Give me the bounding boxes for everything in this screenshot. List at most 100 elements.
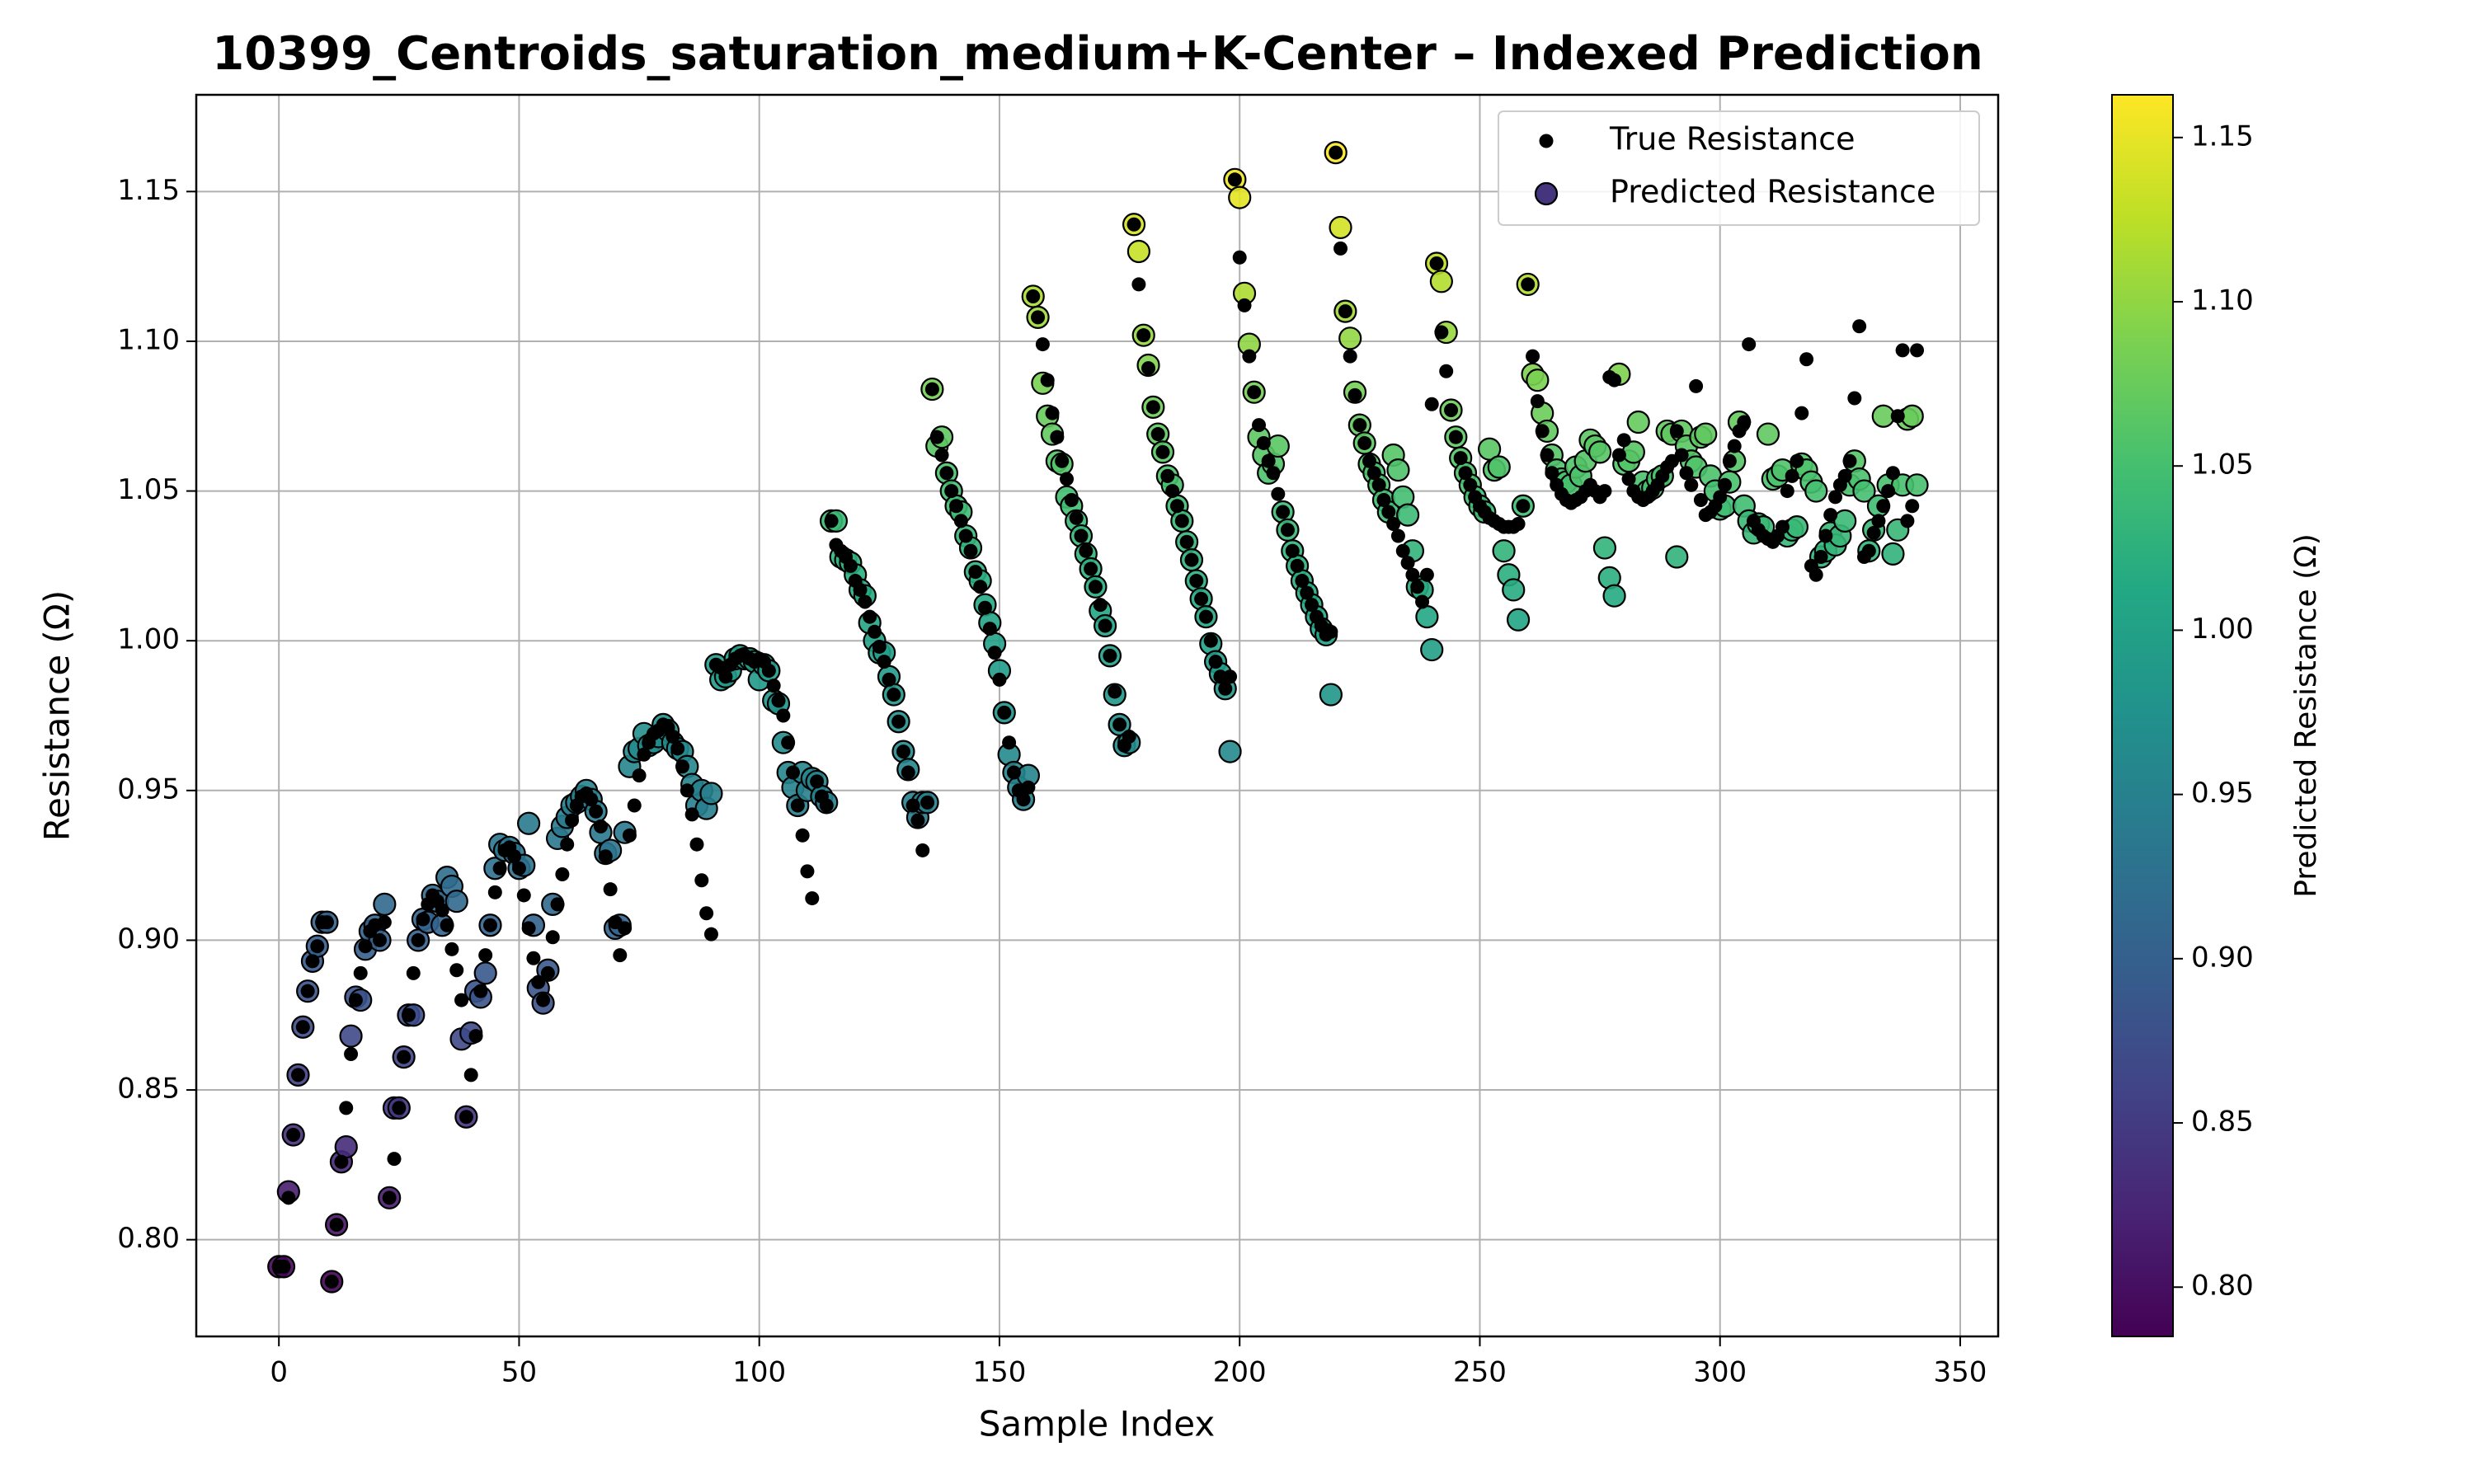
true-point	[468, 1029, 483, 1044]
true-point	[1126, 217, 1141, 232]
true-point	[924, 382, 939, 397]
true-point	[1103, 648, 1117, 663]
true-point	[348, 993, 363, 1007]
true-point	[1526, 349, 1540, 364]
true-point	[1295, 574, 1310, 589]
predicted-point	[1492, 539, 1516, 563]
true-point	[473, 984, 488, 998]
true-point	[1742, 337, 1757, 352]
true-point	[329, 1218, 344, 1233]
true-point	[1169, 499, 1184, 514]
predicted-point	[1602, 584, 1626, 608]
true-point	[1679, 466, 1694, 481]
true-point	[1194, 591, 1209, 606]
true-point	[1006, 765, 1021, 780]
true-point	[675, 759, 690, 774]
colorbar	[2111, 94, 2174, 1337]
predicted-point	[1395, 503, 1420, 527]
true-point	[1108, 684, 1122, 699]
true-point	[1002, 735, 1017, 750]
true-point	[939, 466, 954, 481]
true-point	[1808, 567, 1823, 582]
true-point	[1376, 492, 1391, 507]
true-point	[1511, 517, 1526, 532]
x-tick-label: 350	[1934, 1356, 1987, 1389]
true-point	[593, 819, 608, 834]
true-point	[1040, 373, 1055, 387]
true-point	[1165, 484, 1180, 499]
predicted-point	[1804, 479, 1828, 503]
colorbar-tick-label: 1.10	[2191, 284, 2254, 317]
true-point	[339, 1101, 354, 1115]
true-point	[295, 1020, 310, 1035]
true-point	[819, 798, 834, 813]
true-point	[1227, 172, 1242, 187]
x-tick-label: 300	[1693, 1356, 1747, 1389]
true-point	[1794, 406, 1809, 420]
true-point	[560, 837, 575, 852]
true-point	[718, 669, 733, 684]
true-point	[1098, 618, 1112, 633]
predicted-point	[1905, 473, 1929, 497]
true-point	[540, 965, 555, 980]
true-point	[545, 930, 560, 945]
true-point	[1045, 406, 1060, 420]
true-point	[613, 948, 628, 963]
true-point	[397, 1050, 412, 1064]
true-point	[973, 580, 988, 594]
true-point	[1223, 669, 1238, 684]
true-point	[699, 906, 714, 921]
colorbar-axis: 0.80 0.85 0.90 0.95 1.00 1.05 1.10 1.15	[2173, 120, 2254, 1303]
colorbar-label: Predicted Resistance (Ω)	[2289, 533, 2323, 897]
true-point	[1775, 519, 1790, 534]
true-point	[1424, 397, 1439, 411]
true-point	[1885, 466, 1900, 481]
true-point	[1213, 669, 1228, 684]
predicted-point	[1506, 608, 1531, 632]
true-point	[703, 927, 718, 942]
y-tick-label: 1.15	[117, 174, 180, 207]
true-point	[766, 679, 781, 693]
true-point	[1866, 525, 1881, 540]
true-point	[915, 843, 930, 857]
true-point	[868, 624, 882, 639]
true-point	[684, 807, 699, 822]
predicted-point	[1833, 509, 1857, 533]
true-point	[680, 783, 694, 798]
true-point	[1252, 418, 1267, 433]
predicted-point	[1587, 440, 1612, 464]
true-point	[1895, 343, 1910, 358]
true-point	[1395, 543, 1410, 558]
true-point	[1828, 490, 1843, 505]
predicted-point	[1228, 186, 1252, 209]
true-point	[1597, 484, 1612, 499]
true-point	[1261, 453, 1276, 468]
predicted-point	[1218, 740, 1242, 763]
true-point	[1444, 402, 1459, 417]
true-point	[507, 849, 522, 864]
true-point	[1247, 385, 1262, 400]
true-point	[1386, 517, 1401, 532]
predicted-point	[1266, 434, 1290, 458]
true-point	[1400, 556, 1415, 571]
y-tick-label: 1.00	[117, 623, 180, 656]
predicted-point	[1319, 683, 1343, 707]
predicted-point	[1665, 545, 1689, 569]
colorbar-tick-label: 1.15	[2191, 120, 2254, 153]
true-point	[1305, 598, 1319, 613]
colorbar-tick-label: 0.95	[2191, 777, 2254, 810]
true-point	[435, 903, 449, 918]
predicted-point	[516, 811, 541, 835]
true-point	[1093, 598, 1108, 613]
true-point	[511, 861, 526, 876]
true-point	[882, 672, 896, 687]
true-point	[1366, 466, 1381, 481]
true-point	[1842, 453, 1857, 468]
true-point	[968, 565, 983, 580]
true-point	[1813, 549, 1828, 564]
true-point	[1155, 444, 1170, 459]
true-point	[901, 765, 915, 780]
true-point	[1329, 145, 1343, 160]
true-point	[334, 1154, 349, 1169]
